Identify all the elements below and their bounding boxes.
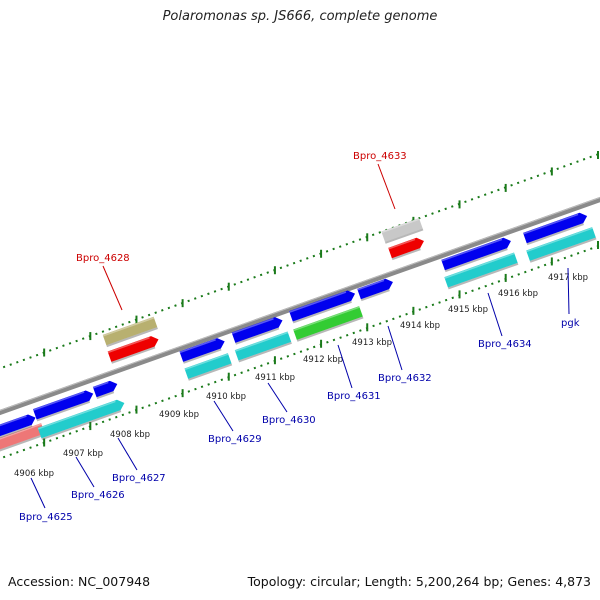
gene-label[interactable]: Bpro_4634 [478,339,532,350]
gene-cyan[interactable] [444,252,519,290]
label-leader-line [337,344,353,389]
gene-blue[interactable] [357,277,395,302]
label-leader-line [387,325,403,371]
gene-label[interactable]: Bpro_4627 [112,473,166,484]
scale-label: 4912 kbp [303,355,343,365]
label-leader-line [267,382,288,413]
gene-cyan[interactable] [184,353,233,381]
scale-label: 4914 kbp [400,321,440,331]
genome-backbone [0,196,600,416]
gene-blue[interactable] [179,336,226,364]
accession-label: Accession: NC_007948 [8,574,151,589]
gene-blue[interactable] [0,412,38,442]
scale-label: 4909 kbp [159,410,199,420]
genome-summary: Topology: circular; Length: 5,200,264 bp… [247,574,591,589]
gene-pink[interactable] [0,423,46,459]
label-leader-line [117,437,138,471]
scale-label: 4913 kbp [352,338,392,348]
gene-label[interactable]: Bpro_4631 [327,391,381,402]
gene-blue[interactable] [231,315,285,345]
gene-label[interactable]: Bpro_4626 [71,490,125,501]
scale-label: 4911 kbp [255,373,295,383]
gene-red[interactable] [388,236,426,261]
gene-red[interactable] [107,334,161,364]
label-leader-line [102,265,123,311]
gene-label[interactable]: Bpro_4632 [378,373,432,384]
gene-grey[interactable] [381,218,424,244]
gene-label[interactable]: Bpro_4630 [262,415,316,426]
scale-label: 4906 kbp [14,469,54,479]
label-leader-line [377,163,396,210]
gene-cyan[interactable] [526,227,597,263]
label-leader-line [30,477,46,509]
label-leader-line [213,400,234,432]
gene-label[interactable]: Bpro_4628 [76,253,130,264]
gene-green[interactable] [293,306,364,342]
scale-label: 4908 kbp [110,430,150,440]
gene-blue[interactable] [32,388,95,422]
label-leader-line [75,456,95,488]
gene-label[interactable]: pgk [561,318,580,329]
gene-label[interactable]: Bpro_4629 [208,434,262,445]
gene-blue[interactable] [441,236,513,273]
gene-label[interactable]: Bpro_4633 [353,151,407,162]
gene-cyan[interactable] [37,398,127,441]
gene-blue[interactable] [92,379,120,400]
scale-label: 4916 kbp [498,289,538,299]
gene-cyan[interactable] [234,331,292,363]
scale-label: 4910 kbp [206,392,246,402]
gene-blue[interactable] [289,288,357,324]
outer-tick-track [0,152,600,370]
label-leader-line [487,292,503,337]
scale-label: 4915 kbp [448,305,488,315]
label-leader-line [567,267,570,315]
gene-olive[interactable] [102,316,158,348]
gene-label[interactable]: Bpro_4625 [19,512,73,523]
map-title: Polaromonas sp. JS666, complete genome [162,9,438,24]
scale-label: 4907 kbp [63,449,103,459]
gene-blue[interactable] [523,211,589,246]
